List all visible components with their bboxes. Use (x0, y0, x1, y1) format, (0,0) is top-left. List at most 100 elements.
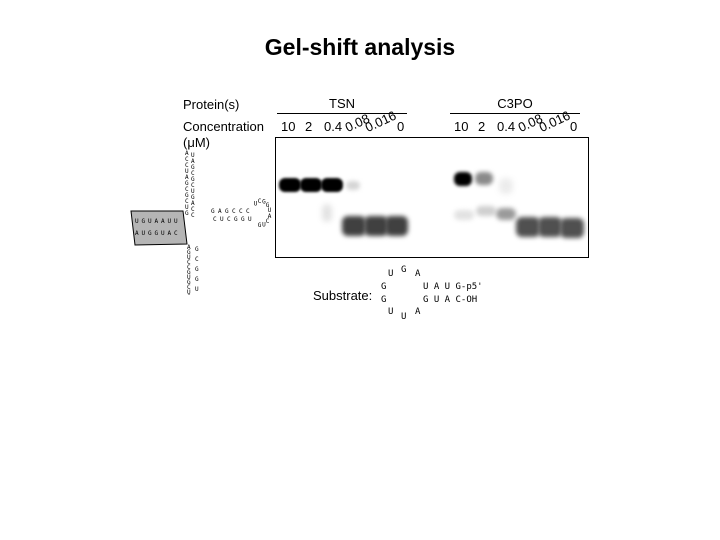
strand-bottom: G U A C-OH (423, 295, 478, 305)
concentration-label: Concentration (183, 119, 264, 134)
gel-band (496, 208, 516, 220)
protein-label: Protein(s) (183, 97, 240, 112)
rna-base: C (239, 208, 243, 215)
rna-base: G (195, 246, 199, 253)
rna-base: C (185, 162, 189, 169)
group-label-tsn: TSN (329, 96, 355, 111)
rna-base: G (195, 276, 199, 283)
loop-base: U (388, 307, 394, 317)
conc-tsn-2: 2 (305, 119, 313, 134)
loop-base: G (401, 265, 407, 275)
group-rule-tsn (277, 113, 407, 114)
gel-band (475, 172, 493, 185)
rna-base: G (187, 294, 191, 295)
rna-base: U (220, 216, 224, 223)
conc-tsn-3: 0.4 (324, 119, 343, 134)
rna-base: U (142, 230, 146, 237)
rna-base: A (168, 230, 172, 237)
rna-base: C (185, 198, 189, 205)
rna-base: C (191, 182, 195, 189)
rna-base: G (262, 199, 266, 206)
rna-base: A (155, 218, 159, 225)
rna-base: U (268, 207, 272, 214)
strand-top: U A U G-p5' (423, 282, 483, 292)
gel-band (321, 178, 343, 192)
rna-base: U (191, 188, 195, 195)
gel-band (499, 178, 513, 194)
loop-base: A (415, 307, 421, 317)
rna-base: U (168, 218, 172, 225)
rna-base: U (135, 218, 139, 225)
conc-c3po-1: 10 (454, 119, 469, 134)
rna-base: C (232, 208, 236, 215)
rna-base: U (187, 254, 191, 261)
rna-base: G (185, 192, 189, 199)
gel-band (364, 216, 388, 236)
rna-base: G (266, 202, 270, 209)
rna-base: C (258, 198, 262, 205)
gel-band (300, 178, 322, 192)
gel-band (346, 181, 360, 190)
rna-base: C (174, 230, 178, 237)
rna-base: G (187, 279, 191, 286)
rna-base: G (211, 208, 215, 215)
rna-base: U (187, 274, 191, 281)
rna-base: C (213, 216, 217, 223)
rna-base: G (187, 269, 191, 276)
rna-base: U (185, 168, 189, 175)
rna-base: C (187, 264, 191, 271)
rna-base: U (191, 152, 195, 159)
rna-base: C (246, 208, 250, 215)
rna-base: G (191, 176, 195, 183)
rna-base: U (262, 221, 266, 228)
conc-tsn-5: 0.016 (362, 107, 399, 135)
rna-base: U (174, 218, 178, 225)
rna-base: A (191, 200, 195, 207)
protein-box-shape (130, 210, 188, 246)
rna-base: A (191, 158, 195, 165)
rna-base: A (135, 230, 139, 237)
loop-base: G (381, 282, 387, 292)
rna-base: G (241, 216, 245, 223)
rna-base: A (185, 174, 189, 181)
rna-base: G (148, 230, 152, 237)
loop-base: A (415, 269, 421, 279)
group-label-c3po: C3PO (497, 96, 533, 111)
gel-band (385, 216, 408, 236)
group-rule-c3po (450, 113, 580, 114)
rna-base: C (185, 186, 189, 193)
rna-base: G (142, 218, 146, 225)
gel-band (342, 216, 366, 236)
rna-base: G (234, 216, 238, 223)
rna-base: G (191, 164, 195, 171)
unit-label: (μM) (183, 135, 210, 150)
substrate-label: Substrate: (313, 288, 373, 303)
rna-base: U (185, 204, 189, 211)
rna-base: U (248, 216, 252, 223)
rna-base: A (161, 218, 165, 225)
rna-base: C (191, 170, 195, 177)
gel-band (279, 178, 301, 192)
conc-tsn-1: 10 (281, 119, 296, 134)
rna-base: U (187, 289, 191, 295)
rna-base: G (258, 222, 262, 229)
rna-base: C (227, 216, 231, 223)
rna-base: A (218, 208, 222, 215)
rna-base: U (148, 218, 152, 225)
gel-band (476, 206, 496, 216)
gel-band (454, 172, 472, 186)
rna-base: U (195, 286, 199, 293)
loop-base: U (401, 312, 407, 322)
gel-band (454, 210, 474, 220)
conc-c3po-3: 0.4 (497, 119, 516, 134)
rna-base: U (254, 200, 258, 207)
conc-c3po-2: 2 (478, 119, 486, 134)
rna-base: G (185, 210, 189, 217)
rna-base: C (191, 206, 195, 213)
gel-band (322, 204, 332, 222)
loop-base: U (388, 269, 394, 279)
conc-tsn-6: 0 (397, 119, 405, 134)
rna-base: G (155, 230, 159, 237)
